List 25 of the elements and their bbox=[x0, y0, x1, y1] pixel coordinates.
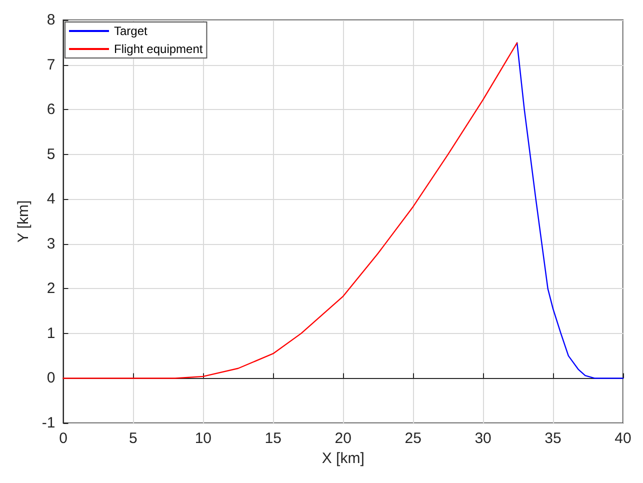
x-tick-label: 35 bbox=[544, 430, 562, 447]
x-axis-title: X [km] bbox=[322, 450, 364, 467]
y-axis-title: Y [km] bbox=[15, 200, 32, 243]
y-tick-label: 5 bbox=[46, 146, 56, 163]
y-tick-label: 1 bbox=[46, 324, 56, 342]
y-tick-label: 2 bbox=[46, 280, 56, 298]
y-tick-label: -1 bbox=[42, 414, 56, 432]
x-tick-label: 15 bbox=[264, 430, 282, 447]
y-tick-label: 6 bbox=[46, 101, 56, 118]
x-tick-label: 10 bbox=[194, 430, 212, 447]
x-tick-label: 5 bbox=[129, 430, 138, 447]
x-tick-label: 20 bbox=[334, 430, 352, 447]
x-tick-label: 0 bbox=[59, 430, 68, 447]
line-series bbox=[62, 42, 518, 379]
x-tick-label: 30 bbox=[474, 430, 492, 447]
y-tick-label: 0 bbox=[46, 370, 56, 387]
y-tick-label: 7 bbox=[46, 56, 56, 74]
legend-label: Target bbox=[114, 24, 148, 38]
x-tick-label: 25 bbox=[404, 430, 422, 447]
legend-label: Flight equipment bbox=[114, 42, 204, 56]
line-series bbox=[516, 42, 624, 379]
x-tick-label: 40 bbox=[614, 430, 632, 447]
y-tick-label: 4 bbox=[46, 190, 56, 208]
y-tick-label: 8 bbox=[46, 12, 56, 28]
y-tick-label: 3 bbox=[46, 235, 56, 252]
